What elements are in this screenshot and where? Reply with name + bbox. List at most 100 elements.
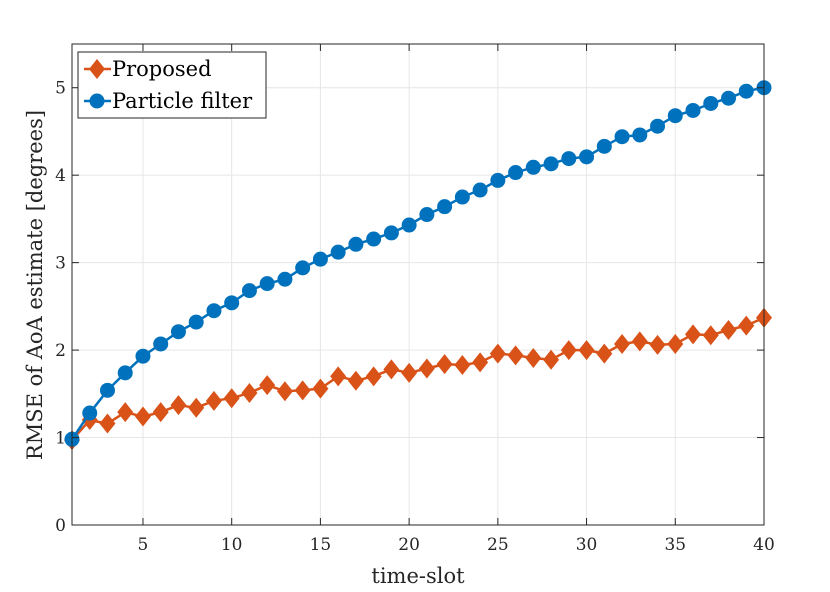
x-tick-label: 10 (221, 535, 243, 555)
axes-box (71, 43, 765, 526)
data-point (685, 102, 701, 118)
data-point (436, 354, 453, 375)
data-point (99, 413, 116, 434)
data-point (223, 388, 240, 409)
data-point (188, 397, 205, 418)
data-point (383, 359, 400, 380)
data-point (188, 314, 204, 330)
data-point (347, 370, 364, 391)
data-point (578, 340, 595, 361)
data-point (738, 83, 754, 99)
data-point (152, 402, 169, 423)
data-point (365, 366, 382, 387)
series-1 (64, 307, 772, 451)
data-point (525, 159, 541, 175)
data-point (348, 236, 364, 252)
data-point (596, 138, 612, 154)
data-point (614, 333, 631, 354)
data-point (489, 343, 506, 364)
data-point (330, 244, 346, 260)
data-point (419, 207, 435, 223)
data-point (703, 95, 719, 111)
y-tick-label: 4 (55, 166, 66, 186)
y-tick-label: 0 (55, 516, 66, 536)
data-point (720, 319, 737, 340)
y-tick-label: 5 (55, 79, 66, 99)
y-tick-label: 1 (55, 429, 66, 449)
x-axis-label: time-slot (371, 564, 465, 588)
data-point (366, 231, 382, 247)
data-point (596, 343, 613, 364)
data-point (241, 283, 257, 299)
data-point (99, 382, 115, 398)
data-point (721, 90, 737, 106)
legend-label-particle: Particle filter (112, 89, 253, 113)
data-point (685, 324, 702, 345)
x-tick-label: 20 (398, 535, 420, 555)
y-tick-label: 3 (55, 254, 66, 274)
data-point (401, 362, 418, 383)
data-point (241, 382, 258, 403)
legend-marker-particle (89, 93, 105, 109)
series-line (70, 86, 765, 440)
data-point (206, 303, 222, 319)
data-point (259, 375, 276, 396)
data-point (490, 172, 506, 188)
data-point (294, 380, 311, 401)
series-layer (64, 80, 772, 451)
data-point (543, 349, 560, 370)
data-point (702, 325, 719, 346)
x-tick-label: 30 (576, 535, 598, 555)
data-point (631, 331, 648, 352)
x-tick-label: 40 (753, 535, 775, 555)
tick-labels: 5 10 15 20 25 30 35 40 0 1 2 3 4 5 (55, 79, 775, 555)
x-tick-label: 35 (664, 535, 686, 555)
legend: Proposed Particle filter (77, 51, 267, 119)
data-point (277, 271, 293, 287)
data-point (437, 199, 453, 215)
data-point (135, 348, 151, 364)
series-2 (64, 80, 772, 447)
data-point (472, 352, 489, 373)
data-point (153, 336, 169, 352)
data-point (330, 366, 347, 387)
data-point (561, 151, 577, 167)
data-point (614, 129, 630, 145)
data-point (170, 324, 186, 340)
ticks (72, 44, 765, 526)
x-tick-label: 15 (310, 535, 332, 555)
x-tick-label: 5 (138, 535, 149, 555)
data-point (632, 127, 648, 143)
data-point (579, 149, 595, 165)
y-axis-label: RMSE of AoA estimate [degrees] (23, 110, 47, 460)
data-point (454, 354, 471, 375)
data-point (312, 378, 329, 399)
legend-marker-proposed (89, 59, 105, 79)
data-point (507, 345, 524, 366)
data-point (543, 156, 559, 172)
grid (72, 44, 765, 526)
legend-box (77, 51, 267, 119)
data-point (134, 406, 151, 427)
data-point (170, 395, 187, 416)
y-tick-label: 2 (55, 341, 66, 361)
data-point (525, 347, 542, 368)
data-point (418, 358, 435, 379)
data-point (401, 217, 417, 233)
series-line (71, 316, 765, 442)
data-point (649, 334, 666, 355)
data-point (454, 189, 470, 205)
data-point (650, 118, 666, 134)
data-point (508, 165, 524, 181)
data-point (259, 276, 275, 292)
x-tick-label: 25 (487, 535, 509, 555)
data-point (560, 340, 577, 361)
data-point (224, 295, 240, 311)
data-point (295, 260, 311, 276)
data-point (117, 402, 134, 423)
data-point (117, 365, 133, 381)
data-point (82, 405, 98, 421)
data-point (312, 251, 328, 267)
data-point (667, 333, 684, 354)
